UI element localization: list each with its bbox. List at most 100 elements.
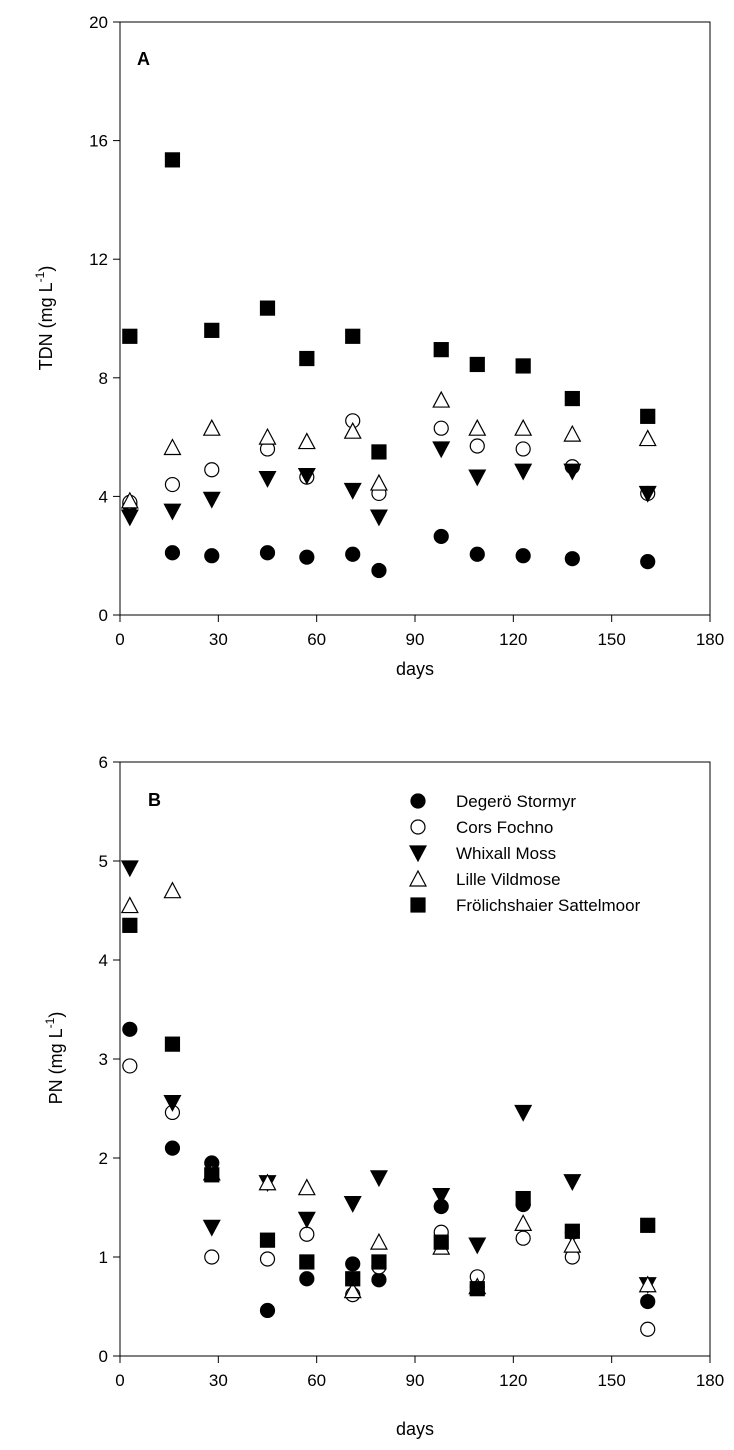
legend-marker-cors-fochno — [410, 819, 426, 835]
panel-b-point-degero-stormyr — [164, 1140, 181, 1156]
panel-a-x-tick-label: 0 — [115, 630, 124, 649]
panel-b-point-frolichshaier-sattelmoor — [371, 1254, 387, 1270]
panel-b-point-whixall-moss — [343, 1195, 362, 1213]
panel-a-y-axis-label-main: TDN (mg L — [36, 282, 56, 370]
panel-b-x-tick-label: 120 — [499, 1371, 527, 1390]
panel-a-y-axis-label-suffix: ) — [36, 266, 56, 272]
panel-b-point-frolichshaier-sattelmoor — [299, 1254, 315, 1270]
panel-b-x-tick-label: 0 — [115, 1371, 124, 1390]
panel-b-point-lille-vildmose — [638, 1275, 657, 1293]
panel-b-point-frolichshaier-sattelmoor — [433, 1234, 449, 1250]
panel-a-x-tick-label: 30 — [209, 630, 228, 649]
panel-a-point-whixall-moss — [202, 491, 221, 509]
panel-a-point-lille-vildmose — [343, 421, 362, 439]
legend-item-degero-stormyr: Degerö Stormyr — [410, 792, 576, 811]
panel-a-point-frolichshaier-sattelmoor — [204, 322, 220, 338]
panel-a-point-cors-fochno — [204, 462, 220, 478]
panel-b-point-frolichshaier-sattelmoor — [564, 1223, 580, 1239]
panel-a-point-lille-vildmose — [120, 491, 139, 509]
legend-item-frolichshaier-sattelmoor: Frölichshaier Sattelmoor — [410, 896, 641, 915]
panel-b-y-tick-label: 0 — [99, 1347, 108, 1366]
legend-marker-whixall-moss — [409, 845, 427, 863]
panel-a-point-whixall-moss — [514, 463, 533, 481]
panel-a-point-cors-fochno — [515, 441, 531, 457]
panel-b-y-tick-label: 3 — [99, 1050, 108, 1069]
panel-a-y-tick-label: 4 — [99, 487, 108, 506]
panel-a-x-tick-label: 180 — [696, 630, 724, 649]
panel-b-point-whixall-moss — [514, 1104, 533, 1122]
legend-marker-frolichshaier-sattelmoor — [410, 897, 426, 913]
panel-a-point-degero-stormyr — [371, 562, 387, 579]
panel-a-point-whixall-moss — [343, 482, 362, 500]
panel-a-point-whixall-moss — [120, 509, 139, 527]
panel-a-point-degero-stormyr — [204, 548, 220, 564]
panel-b-y-tick-label: 6 — [99, 753, 108, 772]
panel-b-point-frolichshaier-sattelmoor — [204, 1167, 220, 1183]
panel-b-y-axis-label-sup: -1 — [43, 1017, 57, 1028]
panel-a-point-lille-vildmose — [369, 473, 388, 491]
panel-b-point-lille-vildmose — [258, 1173, 277, 1191]
panel-b-x-tick-label: 60 — [307, 1371, 326, 1390]
panel-a-axis-ticks: 0 30 60 90 120 150 180 0 4 8 12 16 20 — [89, 13, 724, 649]
panel-b-y-tick-label: 2 — [99, 1149, 108, 1168]
legend-label-lille-vildmose: Lille Vildmose — [456, 870, 561, 889]
panel-b-point-lille-vildmose — [120, 896, 139, 914]
panel-b-point-frolichshaier-sattelmoor — [640, 1217, 656, 1233]
panel-a-plot-frame — [119, 21, 711, 616]
panel-a-point-lille-vildmose — [514, 418, 533, 436]
panel-b-x-tick-label: 90 — [406, 1371, 425, 1390]
panel-a-point-lille-vildmose — [468, 418, 487, 436]
panel-a-data-points — [120, 152, 657, 579]
panel-b-point-whixall-moss — [297, 1211, 316, 1229]
legend-marker-degero-stormyr — [410, 793, 426, 809]
panel-a-point-lille-vildmose — [432, 390, 451, 408]
panel-a-point-degero-stormyr — [469, 546, 485, 562]
legend-item-whixall-moss: Whixall Moss — [409, 844, 556, 863]
panel-a-y-axis-label: TDN (mg L-1) — [33, 266, 56, 371]
panel-a-point-degero-stormyr — [259, 545, 276, 561]
panel-b-y-tick-label: 1 — [99, 1248, 108, 1267]
panel-b-point-degero-stormyr — [640, 1293, 656, 1310]
panel-b-point-lille-vildmose — [563, 1235, 582, 1253]
panel-a-point-frolichshaier-sattelmoor — [469, 356, 485, 373]
panel-b-axis-ticks: 0 30 60 90 120 150 180 0 1 2 3 4 5 6 — [99, 753, 725, 1390]
panel-a-point-degero-stormyr — [164, 545, 181, 561]
panel-b-y-axis-label-suffix: ) — [46, 1012, 66, 1018]
panel-b-y-tick-label: 4 — [99, 951, 108, 970]
panel-b-chart: B days PN (mg L-1) 0 30 60 90 120 150 180 0 1 2 3 4… — [43, 753, 724, 1439]
panel-b-point-degero-stormyr — [371, 1272, 387, 1288]
panel-b-point-cors-fochno — [259, 1251, 276, 1267]
panel-a-point-frolichshaier-sattelmoor — [515, 358, 531, 374]
panel-a-y-tick-label: 12 — [89, 250, 108, 269]
panel-b-point-degero-stormyr — [299, 1271, 315, 1287]
panel-a-point-lille-vildmose — [563, 424, 582, 442]
panel-b-point-frolichshaier-sattelmoor — [164, 1036, 181, 1052]
panel-a-point-cors-fochno — [433, 420, 449, 436]
panel-a-point-whixall-moss — [163, 503, 182, 521]
panel-b-point-whixall-moss — [369, 1170, 388, 1188]
panel-a-point-degero-stormyr — [345, 546, 361, 562]
panel-a-point-frolichshaier-sattelmoor — [433, 342, 449, 358]
panel-a-point-frolichshaier-sattelmoor — [564, 390, 580, 407]
panel-a-y-axis-label-sup: -1 — [33, 271, 47, 282]
panel-b-point-whixall-moss — [120, 860, 139, 878]
legend-label-frolichshaier-sattelmoor: Frölichshaier Sattelmoor — [456, 896, 641, 915]
panel-a-series-frolichshaier-sattelmoor — [122, 152, 656, 460]
panel-b-point-lille-vildmose — [297, 1178, 316, 1196]
panel-b-legend: Degerö Stormyr Cors Fochno Whixall Moss Lil… — [409, 792, 641, 915]
panel-a-series-degero-stormyr — [122, 497, 656, 579]
panel-a-point-degero-stormyr — [564, 551, 580, 567]
panel-a-x-tick-label: 90 — [406, 630, 425, 649]
legend-label-degero-stormyr: Degerö Stormyr — [456, 792, 576, 811]
panel-a-y-tick-label: 20 — [89, 13, 108, 32]
panel-b-series-frolichshaier-sattelmoor — [122, 917, 656, 1297]
panel-b-point-cors-fochno — [204, 1249, 220, 1265]
panel-b-point-degero-stormyr — [122, 1021, 138, 1037]
panel-b-x-tick-label: 150 — [597, 1371, 625, 1390]
panel-b-point-lille-vildmose — [163, 881, 182, 899]
panel-a-point-lille-vildmose — [638, 429, 657, 447]
panel-b-point-lille-vildmose — [514, 1214, 533, 1231]
legend-label-cors-fochno: Cors Fochno — [456, 818, 553, 837]
panel-b-point-degero-stormyr — [259, 1302, 276, 1319]
